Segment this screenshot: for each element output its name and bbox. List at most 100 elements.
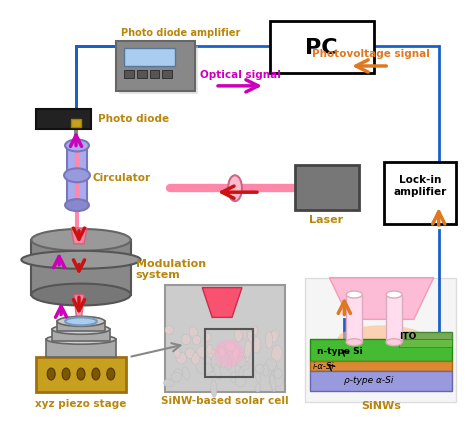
Ellipse shape [77, 368, 85, 380]
Bar [116, 41, 195, 91]
Ellipse shape [208, 358, 217, 372]
Ellipse shape [57, 316, 105, 326]
Bar [52, 329, 110, 341]
Ellipse shape [107, 368, 115, 380]
Ellipse shape [247, 331, 255, 343]
Ellipse shape [239, 328, 247, 339]
Text: SiNWs: SiNWs [361, 401, 401, 411]
Ellipse shape [219, 347, 225, 357]
Ellipse shape [214, 363, 221, 380]
Ellipse shape [211, 352, 222, 370]
Ellipse shape [203, 333, 211, 342]
Text: ρ-type α-Si: ρ-type α-Si [344, 377, 394, 385]
Bar [119, 46, 198, 94]
Text: Modulation
system: Modulation system [136, 259, 206, 280]
Ellipse shape [255, 369, 261, 383]
Bar [310, 371, 452, 391]
Ellipse shape [92, 368, 100, 380]
Bar [67, 146, 87, 205]
Ellipse shape [270, 374, 275, 392]
Text: i-α-Si: i-α-Si [312, 362, 334, 370]
Bar [384, 162, 456, 224]
Ellipse shape [234, 329, 242, 342]
Ellipse shape [65, 199, 89, 211]
Ellipse shape [185, 348, 195, 359]
Bar [386, 295, 402, 342]
Bar [270, 21, 374, 73]
Bar [205, 329, 253, 377]
Ellipse shape [236, 356, 246, 367]
Polygon shape [71, 228, 87, 244]
Ellipse shape [165, 325, 173, 334]
Ellipse shape [241, 361, 249, 370]
Ellipse shape [245, 340, 252, 358]
Ellipse shape [386, 291, 402, 298]
Ellipse shape [239, 352, 249, 363]
Ellipse shape [21, 251, 141, 269]
Ellipse shape [211, 380, 217, 397]
Ellipse shape [164, 379, 174, 387]
Ellipse shape [65, 318, 97, 325]
Text: Photo diode: Photo diode [98, 114, 169, 123]
Ellipse shape [337, 325, 427, 353]
Bar [46, 339, 116, 357]
Ellipse shape [214, 339, 244, 367]
Ellipse shape [203, 363, 212, 374]
Bar [124, 48, 175, 66]
Polygon shape [329, 278, 434, 319]
Ellipse shape [252, 337, 261, 353]
Ellipse shape [176, 352, 186, 364]
Text: Optical signal: Optical signal [200, 70, 281, 80]
Ellipse shape [31, 229, 131, 251]
Ellipse shape [203, 356, 212, 367]
Polygon shape [202, 288, 242, 318]
Bar [295, 165, 359, 210]
Bar [163, 70, 173, 78]
Ellipse shape [52, 324, 110, 334]
Ellipse shape [228, 175, 242, 201]
Bar [399, 332, 452, 340]
Text: Photovoltage signal: Photovoltage signal [312, 49, 430, 59]
Ellipse shape [265, 332, 273, 348]
Ellipse shape [192, 335, 201, 345]
Bar [399, 339, 452, 347]
Text: Photo diode amplifier: Photo diode amplifier [121, 28, 240, 38]
Ellipse shape [197, 346, 208, 357]
Bar [36, 357, 126, 392]
Ellipse shape [386, 339, 402, 346]
Bar [305, 278, 456, 402]
Bar [310, 361, 452, 371]
Bar [57, 321, 105, 331]
Ellipse shape [62, 368, 70, 380]
Ellipse shape [238, 361, 244, 376]
Ellipse shape [191, 353, 200, 365]
Ellipse shape [173, 345, 180, 358]
Bar [310, 339, 452, 361]
Bar [150, 70, 159, 78]
Ellipse shape [181, 334, 191, 345]
Text: ITO: ITO [399, 332, 416, 341]
Ellipse shape [346, 291, 362, 298]
Ellipse shape [173, 369, 182, 377]
Ellipse shape [270, 374, 276, 389]
Bar [346, 295, 362, 342]
Ellipse shape [274, 369, 283, 378]
Ellipse shape [223, 355, 232, 370]
Ellipse shape [31, 284, 131, 306]
Ellipse shape [182, 367, 190, 380]
Ellipse shape [238, 352, 246, 367]
Ellipse shape [47, 368, 55, 380]
Ellipse shape [46, 334, 116, 344]
Ellipse shape [235, 374, 246, 387]
Ellipse shape [230, 372, 236, 382]
Ellipse shape [226, 342, 236, 351]
Text: Laser: Laser [310, 215, 344, 225]
Ellipse shape [233, 348, 241, 364]
Ellipse shape [189, 327, 198, 339]
Ellipse shape [265, 358, 276, 370]
Text: n-type Si: n-type Si [318, 347, 363, 356]
Bar [165, 284, 285, 392]
Ellipse shape [65, 139, 89, 151]
Bar [31, 240, 131, 295]
Ellipse shape [272, 345, 282, 362]
